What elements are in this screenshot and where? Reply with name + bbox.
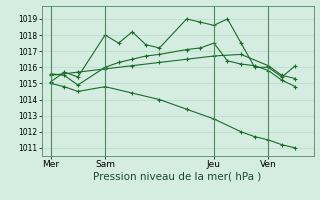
X-axis label: Pression niveau de la mer( hPa ): Pression niveau de la mer( hPa ) — [93, 172, 262, 182]
